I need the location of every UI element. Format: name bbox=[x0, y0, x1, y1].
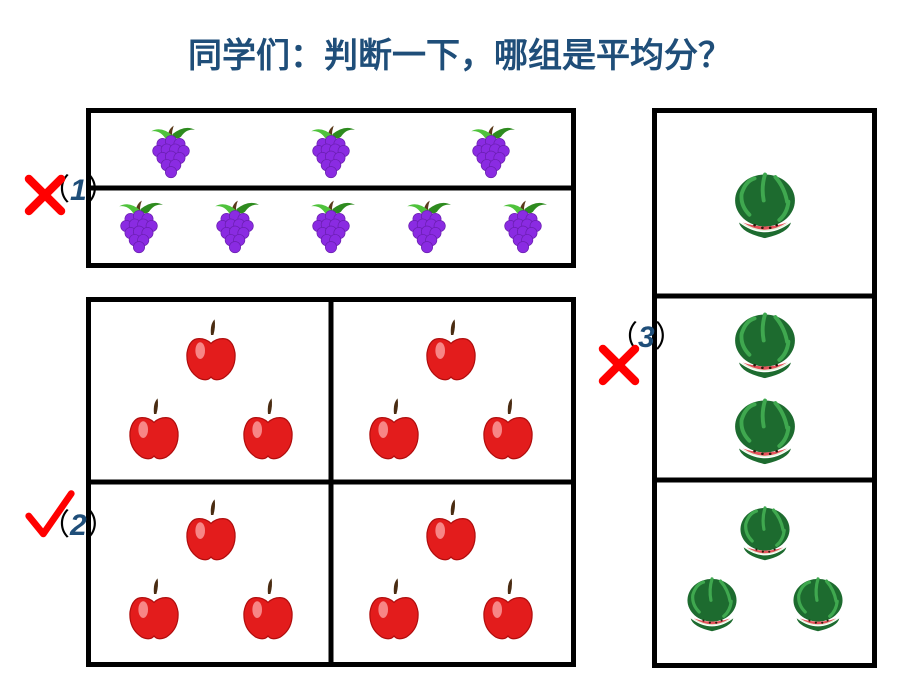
apples-cell-1 bbox=[91, 302, 331, 482]
watermelon-icon bbox=[786, 572, 850, 636]
paren-open: （ bbox=[40, 509, 70, 542]
apple-cluster bbox=[121, 497, 301, 647]
watermelon-icon bbox=[726, 306, 804, 384]
apple-icon bbox=[178, 317, 244, 383]
label-2-text: 2 bbox=[70, 509, 87, 542]
label-3-text: 3 bbox=[638, 321, 655, 354]
label-2: （2） bbox=[40, 500, 117, 544]
panel-apples bbox=[86, 297, 576, 667]
grape-icon bbox=[492, 195, 554, 257]
apples-cell-4 bbox=[331, 482, 571, 662]
label-1-text: 1 bbox=[70, 174, 87, 207]
paren-open: （ bbox=[608, 321, 638, 354]
watermelon-cluster bbox=[680, 501, 850, 641]
watermelon-pair bbox=[726, 306, 804, 470]
apple-icon bbox=[121, 576, 187, 642]
page-title: 同学们：判断一下，哪组是平均分？ bbox=[0, 28, 920, 77]
panel-grapes bbox=[86, 108, 576, 268]
watermelons-cell-3 bbox=[657, 480, 872, 663]
apple-icon bbox=[418, 317, 484, 383]
grapes-row-bottom bbox=[91, 188, 571, 263]
apple-icon bbox=[418, 497, 484, 563]
apple-icon bbox=[178, 497, 244, 563]
apple-icon bbox=[235, 576, 301, 642]
apple-icon bbox=[121, 396, 187, 462]
watermelons-cell-1 bbox=[657, 113, 872, 296]
apple-icon bbox=[235, 396, 301, 462]
panel-apples-vline bbox=[329, 302, 334, 662]
grapes-row-top bbox=[91, 113, 571, 188]
panel-watermelons bbox=[652, 108, 877, 668]
grape-icon bbox=[396, 195, 458, 257]
apple-icon bbox=[361, 396, 427, 462]
paren-close: ） bbox=[655, 321, 685, 354]
grape-icon bbox=[460, 120, 522, 182]
label-3: （3） bbox=[608, 312, 685, 356]
apples-cell-2 bbox=[331, 302, 571, 482]
apple-cluster bbox=[361, 497, 541, 647]
apple-cluster bbox=[121, 317, 301, 467]
watermelon-icon bbox=[726, 166, 804, 244]
apples-cell-3 bbox=[91, 482, 331, 662]
grape-icon bbox=[204, 195, 266, 257]
grape-icon bbox=[300, 195, 362, 257]
label-1: （1） bbox=[40, 165, 117, 209]
grape-icon bbox=[108, 195, 170, 257]
watermelon-icon bbox=[733, 501, 797, 565]
watermelon-icon bbox=[680, 572, 744, 636]
paren-open: （ bbox=[40, 174, 70, 207]
watermelons-cell-2 bbox=[657, 296, 872, 479]
apple-icon bbox=[361, 576, 427, 642]
grape-icon bbox=[140, 120, 202, 182]
title-text: 同学们：判断一下，哪组是平均分？ bbox=[188, 37, 732, 75]
panel-grapes-divider bbox=[91, 186, 571, 191]
apple-icon bbox=[475, 576, 541, 642]
apple-cluster bbox=[361, 317, 541, 467]
grape-icon bbox=[300, 120, 362, 182]
paren-close: ） bbox=[87, 509, 117, 542]
paren-close: ） bbox=[87, 174, 117, 207]
apple-icon bbox=[475, 396, 541, 462]
watermelon-icon bbox=[726, 392, 804, 470]
